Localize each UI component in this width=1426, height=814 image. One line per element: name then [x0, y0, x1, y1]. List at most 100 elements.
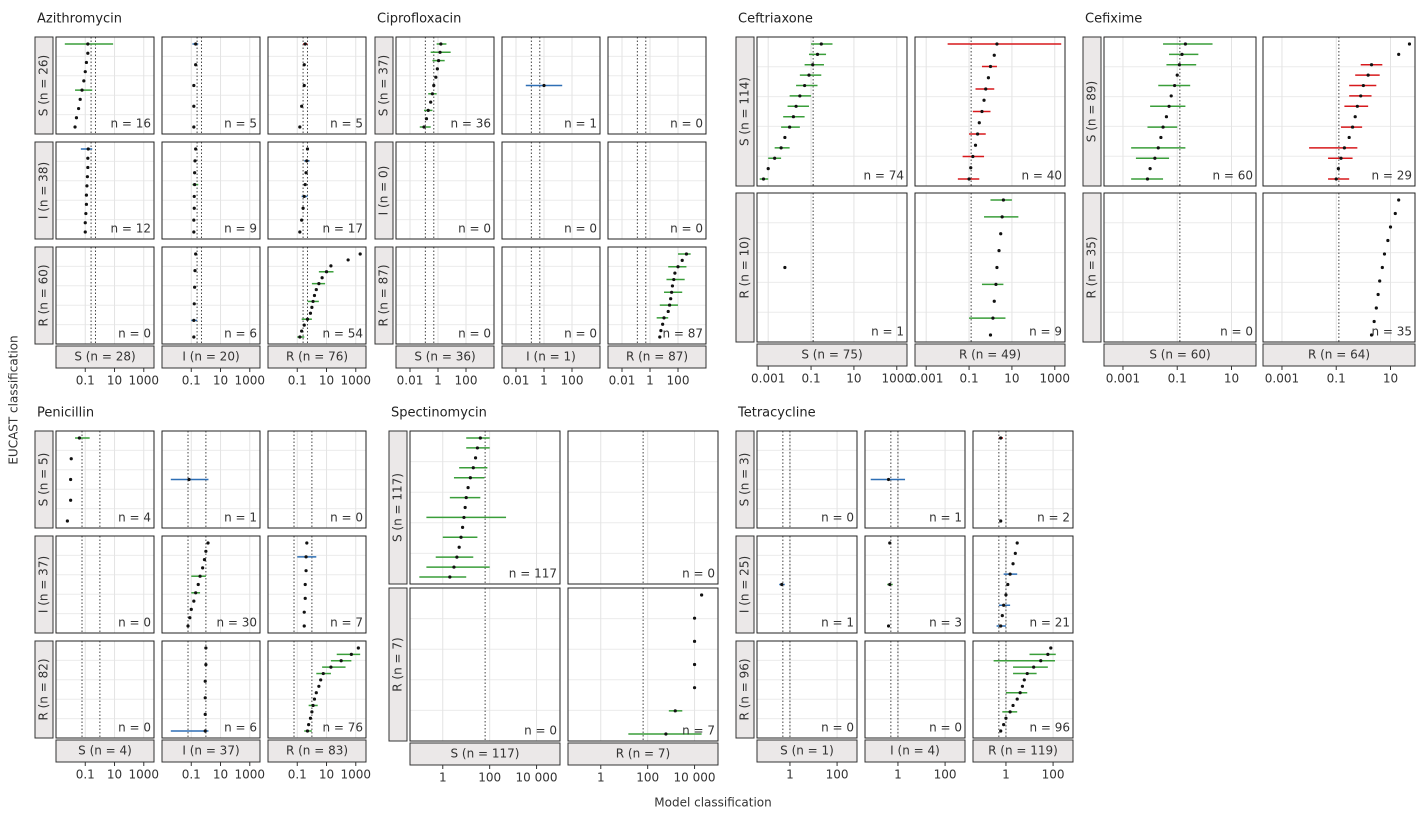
panel-background [973, 641, 1073, 738]
panel-background [757, 37, 907, 186]
x-tick-label: 0.1 [288, 768, 307, 782]
row-strip [34, 640, 54, 739]
estimate-point [667, 303, 672, 307]
row-strip [374, 36, 394, 135]
estimate-point [84, 202, 89, 206]
n-label: n = 1 [564, 117, 597, 131]
estimate-point [192, 335, 196, 339]
panel: n = 1 [756, 535, 858, 634]
estimate-point [317, 684, 321, 688]
n-label: n = 9 [1029, 325, 1062, 339]
col-strip-label: S (n = 60) [1149, 348, 1210, 362]
x-tick-label: 1000 [129, 768, 160, 782]
panel-border [409, 430, 561, 585]
estimate-point [77, 436, 82, 440]
panel: n = 7 [567, 587, 719, 742]
estimate-point [69, 477, 73, 482]
row-strip-label: R (n = 60) [37, 264, 51, 326]
estimate-point [422, 125, 426, 129]
estimate-point [310, 710, 314, 714]
panel-border [55, 535, 155, 634]
estimate-point [967, 177, 971, 181]
row-strip-label: I (n = 37) [37, 556, 51, 613]
row-strip [388, 430, 408, 585]
row-strip [1082, 192, 1102, 343]
col-strip-label: R (n = 119) [988, 744, 1058, 758]
panel-background [502, 142, 600, 239]
row-strip [735, 535, 755, 634]
panel-background [56, 641, 154, 738]
panel-border [1262, 36, 1416, 187]
row-strip [374, 141, 394, 240]
estimate-point [448, 575, 452, 579]
estimate-point [1039, 659, 1043, 663]
points [783, 265, 787, 270]
panel-border [756, 192, 908, 343]
panel-border [914, 192, 1066, 343]
estimate-point [1336, 167, 1340, 171]
estimate-point [426, 108, 430, 112]
panel: n = 117 [409, 430, 561, 585]
estimate-point [1388, 225, 1393, 229]
estimate-point [86, 156, 90, 160]
estimate-point [304, 569, 308, 573]
estimate-point [193, 171, 197, 175]
estimate-point [999, 519, 1003, 523]
estimate-point [192, 599, 196, 603]
estimate-point [988, 333, 993, 337]
x-tick-label: 10 000 [516, 771, 558, 785]
panel: n = 0 [864, 640, 966, 739]
estimate-point [999, 436, 1003, 440]
estimate-point [311, 299, 315, 304]
row-strip [735, 36, 755, 187]
estimate-point [1049, 646, 1053, 650]
estimate-point [307, 723, 311, 727]
x-tick-label: 10 [1383, 372, 1398, 386]
n-label: n = 1 [871, 325, 904, 339]
row-strip [735, 430, 755, 529]
row-strip-label: S (n = 117) [391, 473, 405, 542]
n-label: n = 76 [322, 721, 363, 735]
estimate-point [329, 264, 333, 268]
estimate-point [684, 252, 689, 256]
estimate-point [1004, 593, 1008, 597]
estimate-point [300, 218, 304, 222]
estimate-point [78, 97, 82, 101]
estimate-point [1380, 265, 1384, 270]
estimate-point [773, 156, 777, 160]
panel-background [396, 142, 494, 239]
estimate-point [1004, 716, 1008, 720]
estimate-point [473, 456, 478, 460]
points [80, 147, 93, 234]
estimate-point [1397, 198, 1401, 202]
col-strip [864, 739, 966, 763]
panel: n = 6 [161, 246, 261, 345]
n-label: n = 29 [1371, 169, 1412, 183]
estimate-point [83, 230, 87, 234]
estimate-point [886, 624, 891, 628]
estimate-point [1386, 238, 1390, 243]
estimate-point [300, 104, 304, 108]
panel-background [396, 37, 494, 134]
col-strip-label: I (n = 4) [890, 744, 940, 758]
panel: n = 0 [55, 640, 155, 739]
x-tick-label: 0.1 [802, 372, 821, 386]
x-tick-label: 100 [826, 768, 849, 782]
facet-title: Tetracycline [737, 406, 816, 421]
panel: n = 0 [1103, 192, 1257, 343]
estimate-point [86, 147, 90, 151]
estimate-point [664, 732, 668, 736]
row-strip-label: S (n = 5) [37, 453, 51, 507]
estimate-point [1011, 703, 1015, 708]
estimate-point [1022, 678, 1026, 682]
points [304, 646, 361, 733]
points [64, 42, 114, 129]
estimate-point [1183, 42, 1187, 46]
row-strip [34, 535, 54, 634]
panel: n = 96 [972, 640, 1074, 739]
points [170, 477, 209, 482]
panel-border [55, 430, 155, 529]
panel-border [864, 640, 966, 739]
estimate-point [439, 42, 443, 46]
panel: n = 1 [161, 430, 261, 529]
